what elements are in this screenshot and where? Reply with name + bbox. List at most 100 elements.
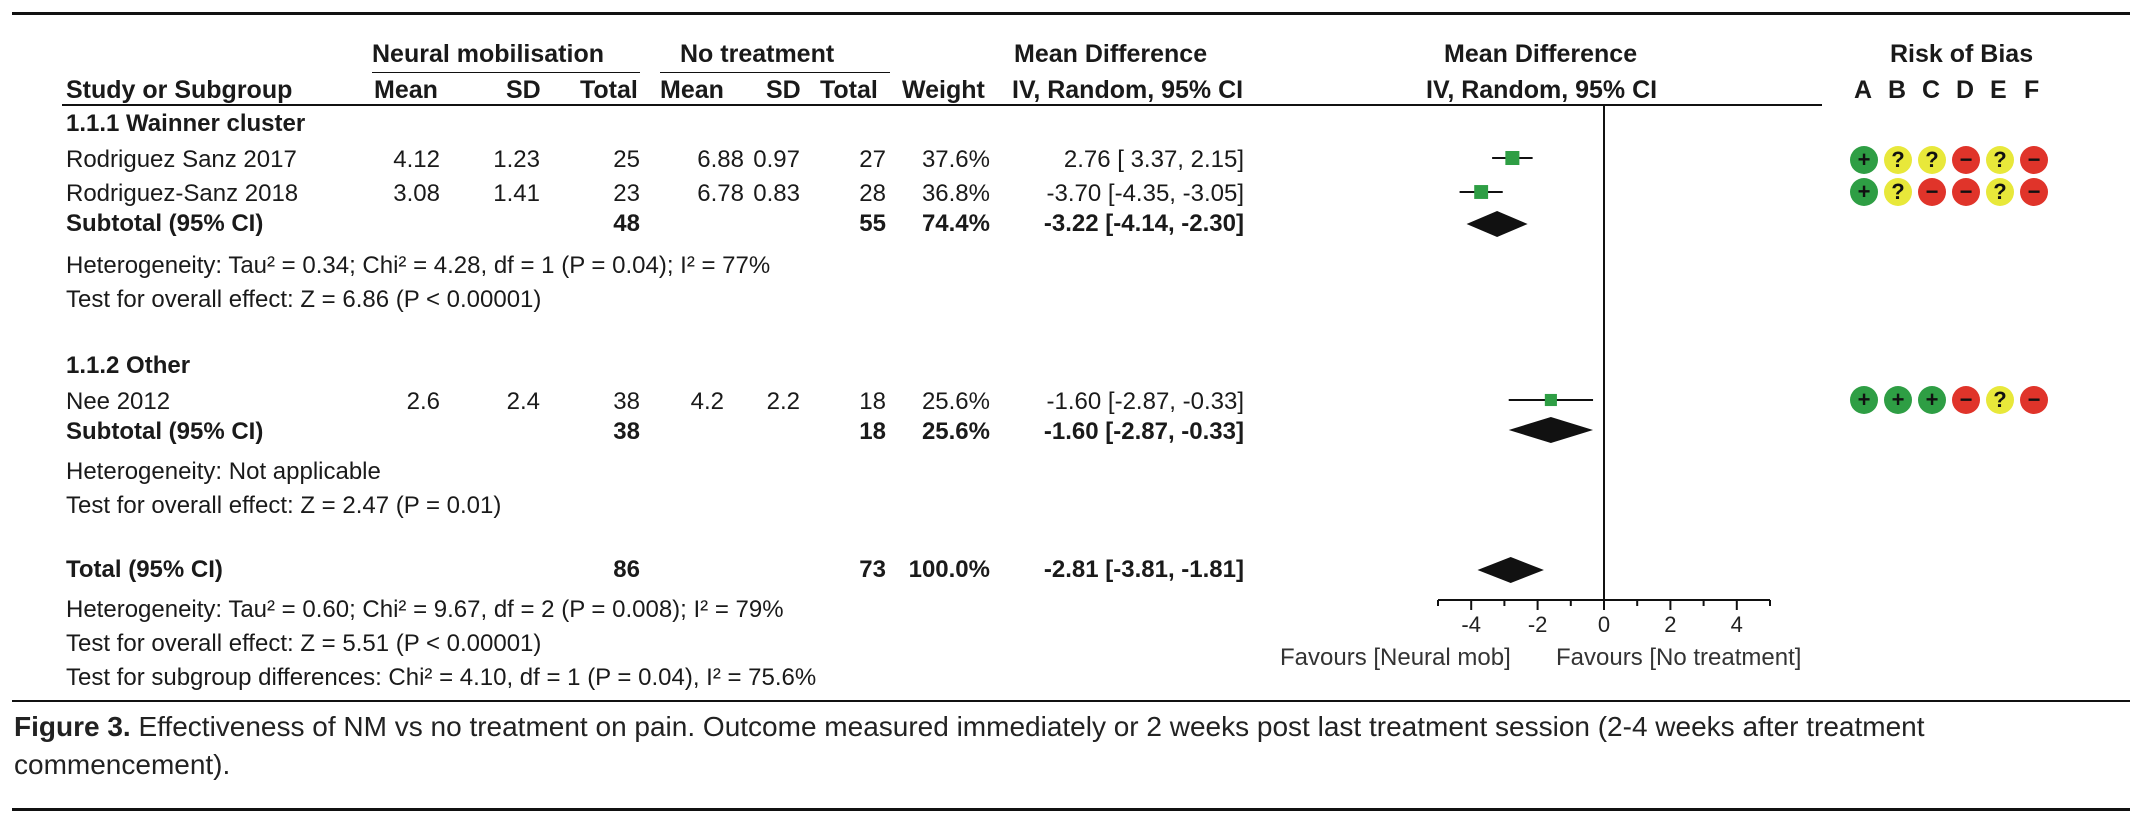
rob-dot: ? (1884, 178, 1912, 206)
weight: 25.6% (921, 388, 990, 415)
n1: 25 (613, 146, 640, 173)
header-md-method: IV, Random, 95% CI (1012, 76, 1244, 104)
x-tick-label: 4 (1731, 612, 1743, 637)
header-total2: Total (820, 76, 878, 104)
rob-dot: − (2020, 386, 2048, 414)
heterogeneity-text: Heterogeneity: Not applicable (66, 458, 381, 485)
header-mean2: Mean (660, 76, 724, 104)
subtotal-weight: 74.4% (921, 210, 990, 237)
x-tick-label: -4 (1461, 612, 1481, 637)
header-plot-title: Mean Difference (1444, 40, 1638, 68)
sd2: 0.83 (753, 180, 800, 207)
subgroup-title: 1.1.1 Wainner cluster (66, 110, 306, 137)
header-underline (62, 104, 1822, 106)
total-overall-effect-text: Test for overall effect: Z = 5.51 (P < 0… (66, 630, 542, 657)
forest-marks (1459, 150, 1594, 583)
bottom-rule (12, 808, 2130, 811)
mean2: 6.88 (697, 146, 744, 173)
subtotal-n1: 38 (613, 418, 640, 445)
total-label: Total (95% CI) (66, 556, 223, 583)
header-sd1: SD (506, 76, 541, 104)
subtotal-n2: 55 (859, 210, 886, 237)
study-name: Rodriguez Sanz 2017 (66, 146, 297, 173)
n1: 38 (613, 388, 640, 415)
subtotal-n1: 48 (613, 210, 640, 237)
overall-effect-text: Test for overall effect: Z = 2.47 (P = 0… (66, 492, 502, 519)
favours-left-label: Favours [Neural mob] (1280, 644, 1511, 671)
figure-caption: Figure 3. Effectiveness of NM vs no trea… (14, 708, 2128, 784)
header-plot-method: IV, Random, 95% CI (1426, 76, 1658, 104)
rob-dot: + (1850, 178, 1878, 206)
x-tick-label: -2 (1528, 612, 1548, 637)
rob-dot: − (1918, 178, 1946, 206)
ci-text: -3.70 [-4.35, -3.05] (1046, 180, 1244, 207)
subtotal-weight: 25.6% (921, 418, 990, 445)
x-tick-label: 2 (1664, 612, 1676, 637)
total-heterogeneity-text: Heterogeneity: Tau² = 0.60; Chi² = 9.67,… (66, 596, 784, 623)
rob-dot: − (1952, 178, 1980, 206)
study-point (1474, 185, 1489, 199)
weight: 36.8% (921, 180, 990, 207)
rob-dot: + (1850, 386, 1878, 414)
sd2: 0.97 (753, 146, 800, 173)
rob-dot: ? (1884, 146, 1912, 174)
n2: 28 (859, 180, 886, 207)
subgroup-differences-text: Test for subgroup differences: Chi² = 4.… (66, 664, 817, 691)
group-ctrl-underline (660, 72, 890, 73)
forest-plot: -4 -2 0 2 4 (1437, 104, 1771, 637)
n2: 27 (859, 146, 886, 173)
subgroup-title: 1.1.2 Other (66, 352, 191, 379)
overall-effect-text: Test for overall effect: Z = 6.86 (P < 0… (66, 286, 542, 313)
heterogeneity-text: Heterogeneity: Tau² = 0.34; Chi² = 4.28,… (66, 252, 771, 279)
header-sd2: SD (766, 76, 801, 104)
mean2: 4.2 (690, 388, 724, 415)
top-rule (12, 12, 2130, 15)
rob-dot: + (1884, 386, 1912, 414)
mean1: 3.08 (393, 180, 440, 207)
rob-letter-f: F (2024, 76, 2040, 104)
sd1: 2.4 (506, 388, 540, 415)
header-mean1: Mean (374, 76, 438, 104)
ci-text: 2.76 [ 3.37, 2.15] (1063, 146, 1244, 173)
total-weight: 100.0% (908, 556, 990, 583)
subtotal-n2: 18 (859, 418, 886, 445)
x-axis-ticks: -4 -2 0 2 4 (1437, 600, 1771, 637)
study-point (1544, 393, 1557, 407)
sd1: 1.23 (493, 146, 540, 173)
weight: 37.6% (921, 146, 990, 173)
study-name: Rodriguez-Sanz 2018 (66, 180, 299, 207)
ci-text: -1.60 [-2.87, -0.33] (1046, 388, 1244, 415)
group-exp-underline (372, 72, 640, 73)
rob-dot: − (2020, 146, 2048, 174)
header-rob-title: Risk of Bias (1890, 40, 2034, 68)
summary-diamond (1508, 417, 1594, 443)
rob-dot: ? (1986, 146, 2014, 174)
rob-dot: − (1952, 146, 1980, 174)
header-weight: Weight (902, 76, 985, 104)
n2: 18 (859, 388, 886, 415)
mean1: 4.12 (393, 146, 440, 173)
rob-dot: + (1850, 146, 1878, 174)
header-group-experimental: Neural mobilisation (372, 40, 604, 68)
sd2: 2.2 (766, 388, 800, 415)
rob-letter-e: E (1990, 76, 2007, 104)
header-study: Study or Subgroup (66, 76, 293, 104)
study-name: Nee 2012 (66, 388, 171, 415)
subtotal-ci-text: -1.60 [-2.87, -0.33] (1043, 418, 1244, 445)
caption-text: Effectiveness of NM vs no treatment on p… (14, 711, 1925, 780)
total-n1: 86 (613, 556, 640, 583)
header-total1: Total (580, 76, 638, 104)
summary-diamond (1477, 557, 1544, 583)
x-tick-label: 0 (1598, 612, 1610, 637)
subtotal-ci-text: -3.22 [-4.14, -2.30] (1043, 210, 1244, 237)
caption-label: Figure 3. (14, 711, 131, 742)
summary-diamond (1466, 211, 1528, 237)
caption-top-rule (12, 700, 2130, 702)
rob-dot: − (2020, 178, 2048, 206)
rob-dot: ? (1918, 146, 1946, 174)
mean2: 6.78 (697, 180, 744, 207)
study-point (1505, 150, 1520, 166)
rob-letter-b: B (1888, 76, 1907, 104)
subtotal-label: Subtotal (95% CI) (66, 210, 264, 237)
total-ci-text: -2.81 [-3.81, -1.81] (1043, 556, 1244, 583)
